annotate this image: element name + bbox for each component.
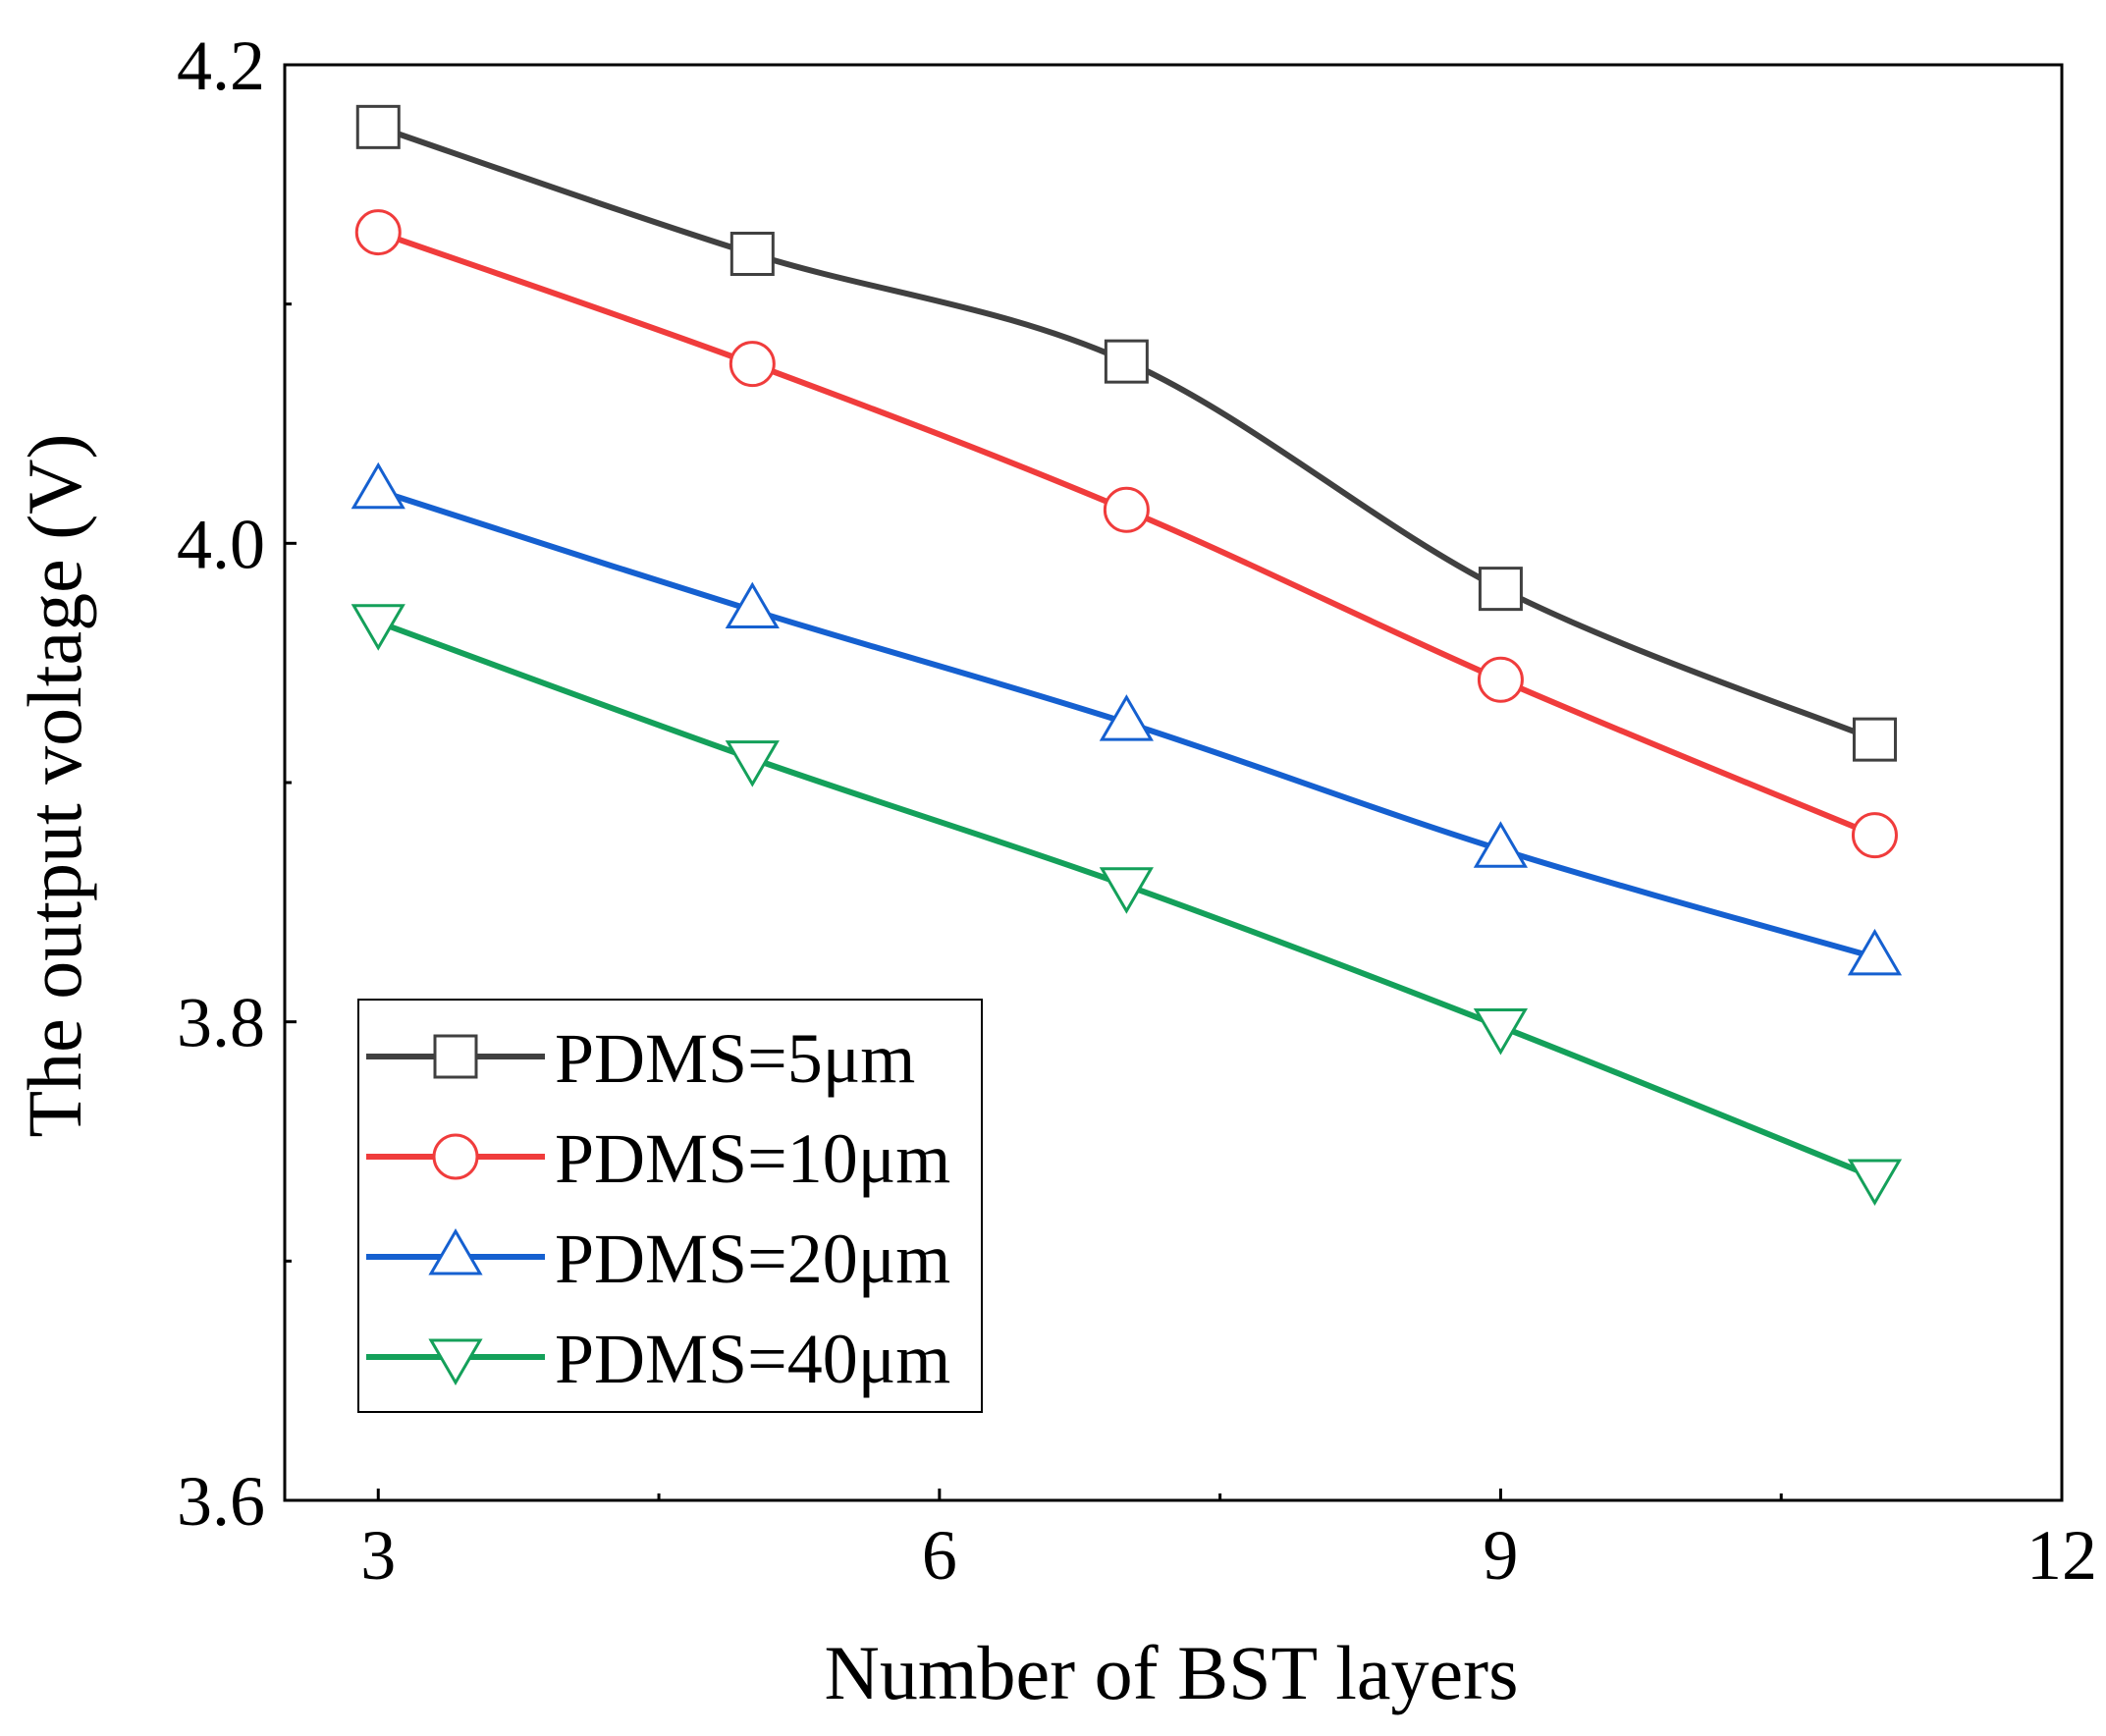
data-point: [351, 461, 405, 510]
legend-label: PDMS=20μm: [555, 1220, 950, 1298]
x-tick-label: 6: [922, 1516, 957, 1595]
legend-marker: [432, 1133, 479, 1180]
legend-entry: PDMS=5μm: [366, 1019, 915, 1098]
x-tick-label: 3: [360, 1516, 396, 1595]
data-point: [1104, 339, 1149, 384]
legend-marker: [428, 1338, 483, 1385]
legend-entry: PDMS=10μm: [366, 1119, 950, 1198]
data-point: [725, 581, 780, 629]
x-tick-label: 12: [2026, 1516, 2097, 1595]
series-3: [351, 461, 1903, 976]
data-point: [1847, 1159, 1903, 1207]
data-point: [725, 740, 780, 787]
series-4: [351, 604, 1903, 1207]
legend: PDMS=5μm PDMS=10μm PDMS=20μm PDMS=40μm: [357, 999, 983, 1413]
data-point: [1473, 821, 1529, 868]
legend-marker: [433, 1034, 478, 1079]
data-point: [355, 104, 401, 149]
series-line: [377, 229, 1876, 839]
legend-entry: PDMS=40μm: [366, 1320, 950, 1398]
legend-label: PDMS=40μm: [555, 1320, 950, 1398]
data-point: [351, 604, 405, 651]
y-tick-label: 3.6: [177, 1462, 265, 1541]
x-axis-title: Number of BST layers: [825, 1630, 1519, 1715]
x-tick-label: 9: [1483, 1516, 1518, 1595]
y-axis-title: The output voltage (V): [12, 434, 97, 1138]
data-point: [1478, 567, 1523, 612]
data-point: [1473, 1008, 1529, 1056]
data-point: [729, 231, 775, 276]
data-point: [1847, 928, 1903, 976]
data-point: [1099, 694, 1154, 741]
series-line: [377, 124, 1876, 742]
data-point: [1851, 812, 1898, 859]
series-1: [355, 104, 1897, 762]
data-point: [1103, 486, 1150, 533]
plot-axes: 3 6 9 12 3.6 3.8 4.0 4.2: [177, 27, 2097, 1595]
y-tick-label: 4.2: [177, 27, 265, 105]
data-point: [729, 341, 776, 388]
legend-label: PDMS=5μm: [555, 1019, 915, 1098]
y-tick-label: 4.0: [177, 505, 265, 583]
data-point: [354, 209, 402, 256]
data-point: [1477, 656, 1524, 703]
y-tick-label: 3.8: [177, 984, 265, 1062]
series-2: [354, 209, 1898, 859]
data-point: [1852, 717, 1897, 762]
legend-entry: PDMS=20μm: [366, 1220, 950, 1298]
legend-marker: [428, 1228, 483, 1275]
series-group: [351, 104, 1903, 1207]
data-point: [1099, 867, 1154, 914]
legend-label: PDMS=10μm: [555, 1119, 950, 1198]
